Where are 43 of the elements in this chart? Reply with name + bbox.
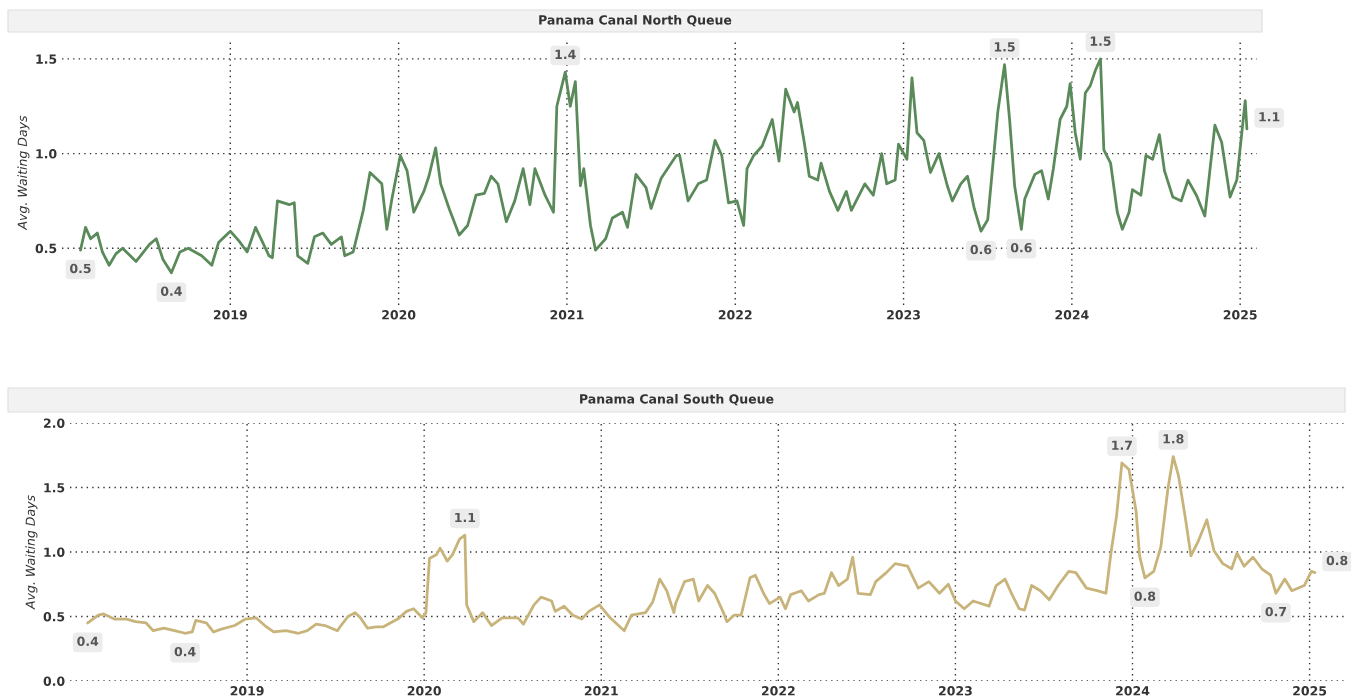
chart-title: Panama Canal South Queue [580,393,774,406]
annotation: 0.4 [174,646,196,657]
annotation: 0.4 [77,636,99,647]
y-tick-label: 1.0 [36,149,57,159]
x-tick-label: 2021 [584,686,618,696]
x-tick-label: 2020 [407,686,441,696]
x-tick-label: 2019 [213,310,247,320]
annotation: 0.8 [1326,555,1348,566]
annotation: 0.8 [1134,591,1156,601]
y-axis-title: Avg. Waiting Days [17,115,30,231]
y-tick-label: 2.0 [43,418,65,428]
x-tick-label: 2022 [718,310,752,320]
x-tick-label: 2019 [230,686,264,696]
y-tick-label: 0.5 [35,243,57,254]
annotation: 1.7 [1112,440,1132,450]
annotation: 0.6 [1010,242,1032,253]
x-tick-label: 2025 [1293,686,1327,696]
x-tick-label: 2025 [1223,310,1257,320]
chart-title: Panama Canal North Queue [539,14,732,27]
y-tick-label: 0.0 [43,676,65,686]
x-tick-label: 2022 [761,686,795,696]
annotation: 0.6 [970,244,992,255]
y-tick-label: 1.0 [44,547,65,557]
x-tick-label: 2020 [382,310,416,320]
y-tick-label: 1.5 [44,483,65,493]
annotation: 0.5 [70,263,91,274]
x-tick-label: 2021 [550,310,584,320]
annotation: 1.5 [994,42,1015,52]
y-axis-title: Avg. Waiting Days [25,495,38,610]
annotation: 1.1 [1259,112,1280,122]
annotation: 0.4 [160,286,182,296]
annotation: 1.1 [455,512,476,523]
x-tick-label: 2024 [1116,686,1150,696]
x-tick-label: 2023 [939,686,972,696]
y-tick-label: 0.5 [43,611,65,622]
y-tick-label: 1.5 [36,54,57,64]
x-tick-label: 2024 [1055,310,1089,320]
annotation: 1.8 [1163,434,1184,444]
annotation: 0.7 [1265,606,1287,617]
x-tick-label: 2023 [887,310,920,320]
annotation: 1.5 [1090,36,1111,46]
line-series [86,455,1317,635]
annotation: 1.4 [555,49,576,59]
